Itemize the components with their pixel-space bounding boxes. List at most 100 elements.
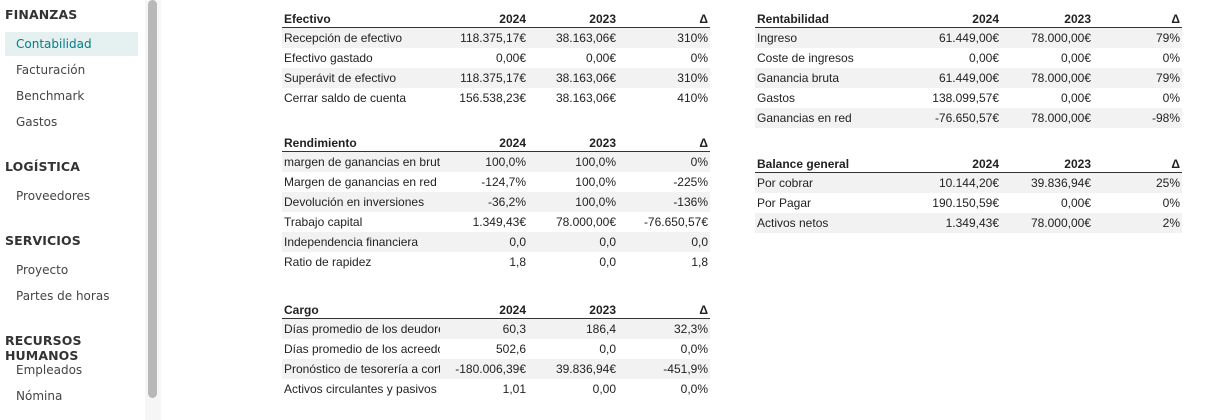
row-label: Ingreso — [755, 27, 902, 48]
row-label: Devolución en inversiones — [282, 192, 440, 212]
value-2024: -36,2% — [440, 192, 528, 212]
value-delta: 310% — [618, 68, 710, 88]
value-2024: 118.375,17€ — [440, 68, 528, 88]
value-2023: 0,00 — [592, 382, 616, 396]
section-title-servicios: SERVICIOS — [5, 233, 81, 248]
table-row: Pronóstico de tesorería a corto plazo-18… — [282, 359, 710, 379]
nav-item-benchmark[interactable]: Benchmark — [16, 89, 85, 103]
table-rentabilidad: Rentabilidad 2024 2023 Δ Ingreso 61.449,0… — [755, 10, 1182, 128]
section-title-logistica: LOGÍSTICA — [5, 159, 80, 174]
value-2024: 118.375,17€ — [440, 27, 528, 48]
value-2024: 1.349,43€ — [472, 215, 526, 229]
header-delta: Δ — [618, 10, 710, 28]
value-2023: 78.000,00€ — [555, 215, 616, 229]
row-label: Efectivo gastado — [284, 51, 373, 65]
nav-item-proveedores[interactable]: Proveedores — [16, 189, 91, 203]
header-2023: 2023 — [528, 301, 618, 319]
value-2023: 78.000,00€ — [1001, 108, 1093, 128]
row-label: Independencia financiera — [282, 232, 440, 252]
row-label: Ganancias en red — [755, 108, 902, 128]
value-2024: 61.449,00€ — [902, 68, 1001, 88]
value-delta: 0,0 — [618, 232, 710, 252]
nav-item-facturacion[interactable]: Facturación — [16, 63, 86, 77]
header-cargo: Cargo — [282, 301, 440, 319]
header-2023: 2023 — [1001, 10, 1093, 28]
value-delta: 0% — [1162, 91, 1180, 105]
nav-item-proyecto[interactable]: Proyecto — [16, 263, 69, 277]
table-header-row: Efectivo 2024 2023 Δ — [282, 10, 710, 28]
value-2023: 0,0 — [599, 342, 616, 356]
value-2023: 78.000,00€ — [1001, 68, 1093, 88]
header-delta: Δ — [618, 301, 710, 319]
table-row: Por cobrar 10.144,20€ 39.836,94€ 25% — [755, 172, 1182, 193]
value-delta: -76.650,57€ — [643, 215, 708, 229]
table-row: Activos circulantes y pasivos 1,01 0,00 0,0… — [282, 379, 710, 399]
header-efectivo: Efectivo — [282, 10, 440, 28]
header-2024: 2024 — [440, 10, 528, 28]
table-row: Días promedio de los acreedores 502,6 0,0 0… — [282, 339, 710, 359]
value-2023: 100,0% — [528, 151, 618, 172]
nav-item-empleados[interactable]: Empleados — [16, 363, 83, 377]
value-2024: 0,0 — [440, 232, 528, 252]
table-header-row: Rentabilidad 2024 2023 Δ — [755, 10, 1182, 28]
nav-item-nomina[interactable]: Nómina — [16, 389, 63, 403]
value-2023: 38.163,06€ — [555, 91, 616, 105]
table-efectivo: Efectivo 2024 2023 Δ Recepción de efecti… — [282, 10, 710, 108]
value-delta: 32,3% — [618, 318, 710, 339]
row-label: Activos netos — [755, 213, 902, 233]
header-rendimiento: Rendimiento — [282, 134, 440, 152]
value-2024: 0,00€ — [968, 51, 999, 65]
value-2023: 100,0% — [575, 175, 616, 189]
value-2023: 39.836,94€ — [528, 359, 618, 379]
value-2024: 0,00€ — [495, 51, 526, 65]
header-2024: 2024 — [902, 155, 1001, 173]
value-2023: 38.163,06€ — [528, 68, 618, 88]
value-delta: -98% — [1093, 108, 1182, 128]
value-2023: 39.836,94€ — [1001, 172, 1093, 193]
row-label: Días promedio de los deudores — [282, 318, 440, 339]
table-header-row: Cargo 2024 2023 Δ — [282, 301, 710, 319]
table-row: Días promedio de los deudores 60,3 186,4 32… — [282, 318, 710, 339]
table-row: Independencia financiera 0,0 0,0 0,0 — [282, 232, 710, 252]
row-label: Días promedio de los acreedores — [284, 342, 440, 356]
header-2024: 2024 — [902, 10, 1001, 28]
value-2023: 78.000,00€ — [1001, 27, 1093, 48]
value-delta: 0% — [1162, 51, 1180, 65]
row-label: Superávit de efectivo — [282, 68, 440, 88]
value-2023: 0,0 — [599, 255, 616, 269]
nav-item-gastos[interactable]: Gastos — [16, 115, 58, 129]
value-2024: -180.006,39€ — [440, 359, 528, 379]
nav-item-partes-de-horas[interactable]: Partes de horas — [16, 289, 110, 303]
value-2024: -76.650,57€ — [902, 108, 1001, 128]
table-row: Devolución en inversiones -36,2% 100,0% -13… — [282, 192, 710, 212]
table-row: Trabajo capital 1.349,43€ 78.000,00€ -76.65… — [282, 212, 710, 232]
table-row: margen de ganancias en bruto 100,0% 100,0%… — [282, 151, 710, 172]
row-label: Pronóstico de tesorería a corto plazo — [282, 359, 440, 379]
value-2024: 156.538,23€ — [459, 91, 526, 105]
value-2023: 38.163,06€ — [528, 27, 618, 48]
row-label: Cerrar saldo de cuenta — [284, 91, 407, 105]
table-header-row: Rendimiento 2024 2023 Δ — [282, 134, 710, 152]
table-row: Efectivo gastado 0,00€ 0,00€ 0% — [282, 48, 710, 68]
value-delta: 0% — [1162, 196, 1180, 210]
value-2023: 100,0% — [528, 192, 618, 212]
table-rendimiento: Rendimiento 2024 2023 Δ margen de gananc… — [282, 134, 710, 272]
value-2024: 10.144,20€ — [902, 172, 1001, 193]
value-delta: 0% — [618, 151, 710, 172]
nav-item-contabilidad[interactable]: Contabilidad — [5, 32, 138, 56]
row-label: Ratio de rapidez — [284, 255, 372, 269]
value-delta: -451,9% — [618, 359, 710, 379]
value-2024: 60,3 — [440, 318, 528, 339]
sidebar-scrollbar-thumb[interactable] — [148, 0, 157, 398]
section-title-recursos-humanos: RECURSOS HUMANOS — [5, 333, 82, 363]
header-2023: 2023 — [1001, 155, 1093, 173]
header-2023: 2023 — [528, 10, 618, 28]
value-2024: 100,0% — [440, 151, 528, 172]
table-row: Superávit de efectivo 118.375,17€ 38.163,0… — [282, 68, 710, 88]
row-label: Trabajo capital — [284, 215, 363, 229]
value-delta: 1,8 — [691, 255, 708, 269]
value-2024: 61.449,00€ — [902, 27, 1001, 48]
value-2024: -124,7% — [481, 175, 526, 189]
value-2023: 0,00€ — [1060, 196, 1091, 210]
table-row: Por Pagar 190.150,59€ 0,00€ 0% — [755, 193, 1182, 213]
